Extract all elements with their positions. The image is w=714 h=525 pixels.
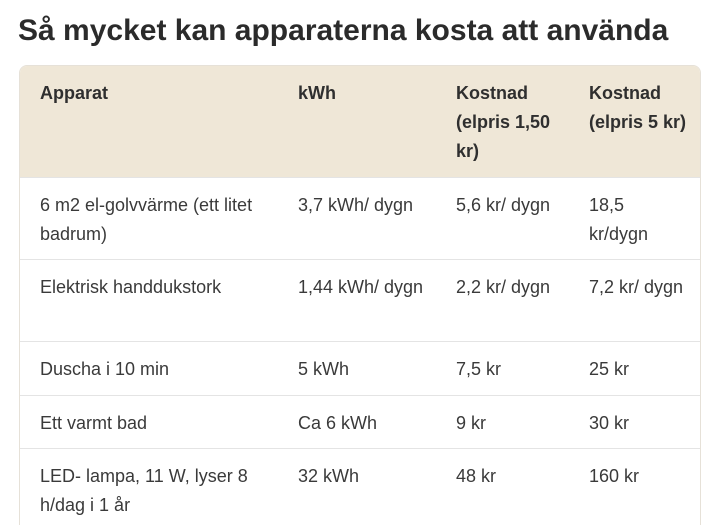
header-row: Apparat kWh Kostnad (elpris 1,50 kr) Kos… <box>20 66 700 177</box>
table-row: Elektrisk handdukstork 1,44 kWh/ dygn 2,… <box>20 258 700 341</box>
cell-kostnad-5: 7,2 kr/ dygn <box>569 258 700 341</box>
table-body: 6 m2 el-golvvärme (ett litet badrum) 3,7… <box>20 176 700 525</box>
cell-kostnad-5: 160 kr <box>569 447 700 525</box>
appliance-cost-table: Apparat kWh Kostnad (elpris 1,50 kr) Kos… <box>19 65 701 525</box>
cell-kwh: 1,44 kWh/ dygn <box>278 258 436 341</box>
cell-kostnad-1-50: 2,2 kr/ dygn <box>436 258 569 341</box>
table-row: LED- lampa, 11 W, lyser 8 h/dag i 1 år 3… <box>20 447 700 525</box>
cell-apparat: LED- lampa, 11 W, lyser 8 h/dag i 1 år <box>20 447 278 525</box>
cell-apparat: Elektrisk handdukstork <box>20 258 278 341</box>
header-kwh: kWh <box>298 83 336 103</box>
cell-apparat: Ett varmt bad <box>20 394 278 448</box>
table-row: 6 m2 el-golvvärme (ett litet badrum) 3,7… <box>20 176 700 259</box>
cell-kostnad-5: 18,5 kr/dygn <box>569 176 700 259</box>
cell-kostnad-1-50: 48 kr <box>436 447 569 525</box>
table-row: Ett varmt bad Ca 6 kWh 9 kr 30 kr <box>20 394 700 448</box>
cell-apparat: Duscha i 10 min <box>20 340 278 395</box>
cell-apparat: 6 m2 el-golvvärme (ett litet badrum) <box>20 176 278 259</box>
header-kostnad-5: Kostnad (elpris 5 kr) <box>589 83 687 132</box>
table-row: Duscha i 10 min 5 kWh 7,5 kr 25 kr <box>20 340 700 395</box>
cell-kostnad-1-50: 7,5 kr <box>436 340 569 395</box>
cell-kostnad-1-50: 9 kr <box>436 394 569 448</box>
cell-kwh: 32 kWh <box>278 447 436 525</box>
cell-kwh: 3,7 kWh/ dygn <box>278 176 436 259</box>
cell-kostnad-1-50: 5,6 kr/ dygn <box>436 176 569 259</box>
header-kostnad-1-50: Kostnad (elpris 1,50 kr) <box>456 83 551 161</box>
cell-kwh: Ca 6 kWh <box>278 394 436 448</box>
cell-kostnad-5: 25 kr <box>569 340 700 395</box>
cell-kwh: 5 kWh <box>278 340 436 395</box>
page-title: Så mycket kan apparaterna kosta att anvä… <box>18 14 669 47</box>
cell-kostnad-5: 30 kr <box>569 394 700 448</box>
header-apparat: Apparat <box>40 83 109 103</box>
cost-table: Apparat kWh Kostnad (elpris 1,50 kr) Kos… <box>20 66 700 525</box>
table-header: Apparat kWh Kostnad (elpris 1,50 kr) Kos… <box>20 66 700 177</box>
